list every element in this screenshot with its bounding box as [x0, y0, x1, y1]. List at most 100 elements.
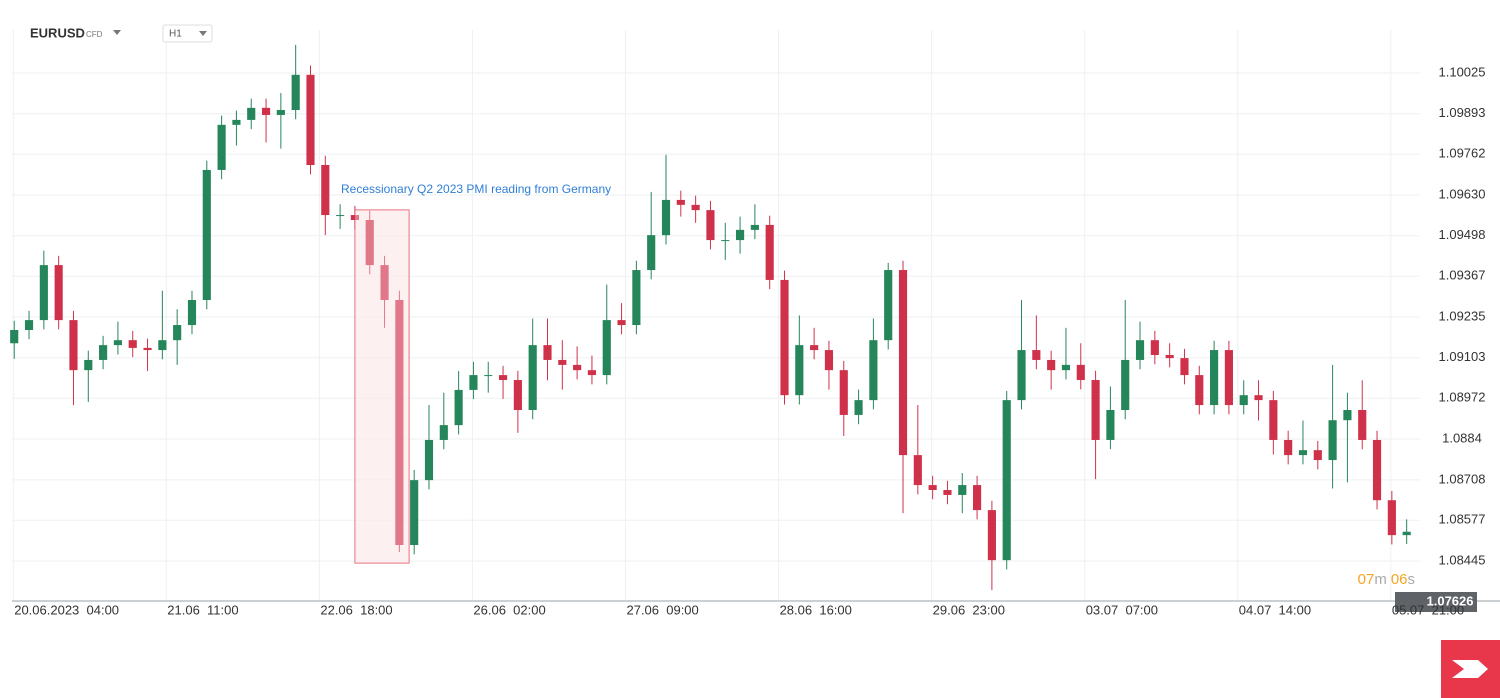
candle-body — [187, 300, 197, 326]
candle-body — [454, 389, 463, 426]
candle-body — [10, 329, 19, 344]
timeframe-select[interactable] — [162, 24, 213, 43]
y-tick-label: 1.08972 — [1439, 390, 1486, 405]
candle-body — [143, 347, 152, 351]
candle-body — [247, 107, 256, 120]
candle-body — [1017, 350, 1026, 401]
candle-body — [469, 375, 478, 390]
y-tick-label: 1.08445 — [1439, 553, 1486, 568]
candle-body — [350, 215, 360, 220]
candle-body — [869, 340, 878, 401]
x-tick-label: 29.06 23:00 — [933, 602, 1005, 617]
candles — [10, 44, 1411, 591]
annotation-overlay — [355, 210, 409, 563]
candle-body — [706, 210, 715, 241]
candle-body — [1269, 400, 1278, 440]
y-tick-label: 1.09235 — [1439, 308, 1486, 323]
candle-body — [824, 350, 834, 371]
logo[interactable] — [1441, 640, 1500, 698]
candle-body — [380, 265, 389, 301]
candle-body — [898, 270, 908, 456]
candle-body — [1047, 359, 1056, 371]
candle-body — [913, 455, 922, 486]
candle-body — [1076, 364, 1085, 381]
last-price-box — [1395, 592, 1477, 612]
candle-body — [587, 370, 597, 376]
candle-body — [973, 485, 982, 511]
x-tick-label: 21.06 11:00 — [167, 602, 238, 617]
last-price: 1.07626 — [1427, 593, 1474, 608]
candle-body — [1313, 450, 1322, 461]
candle-body — [232, 119, 241, 125]
candle-body — [365, 220, 374, 266]
candle-body — [1061, 364, 1071, 371]
candle-body — [1002, 400, 1011, 561]
candle-body — [99, 345, 108, 360]
candle-body — [113, 340, 122, 346]
timer-unit: s — [1408, 571, 1416, 588]
candle-body — [661, 199, 671, 236]
y-tick-label: 1.09762 — [1439, 146, 1486, 161]
y-tick-label: 1.09630 — [1439, 186, 1486, 201]
candle-body — [217, 124, 226, 170]
candle-body — [810, 345, 819, 351]
candle-body — [573, 364, 582, 371]
candle-body — [780, 279, 789, 396]
instrument-type: CFD — [86, 30, 103, 39]
candle-body — [306, 74, 315, 166]
candle-body — [676, 199, 685, 205]
candle-body — [721, 240, 730, 242]
candle-body — [84, 359, 93, 371]
x-tick-label: 22.06 18:00 — [320, 602, 392, 617]
candle-body — [765, 224, 774, 280]
candle-body — [1210, 350, 1219, 406]
candle-body — [928, 485, 937, 491]
candle-body — [1106, 410, 1115, 440]
countdown: 07m 06s — [1358, 571, 1415, 588]
candle-body — [1195, 375, 1204, 406]
x-tick-label: 27.06 09:00 — [626, 602, 698, 617]
candle-body — [602, 320, 611, 376]
candle-body — [632, 270, 641, 326]
x-tick-label: 03.07 07:00 — [1086, 602, 1158, 617]
candle-body — [543, 345, 552, 360]
x-tick-label: 05.07 21:00 — [1392, 602, 1464, 617]
candle-body — [1358, 410, 1367, 440]
y-tick-label: 1.09498 — [1439, 227, 1486, 242]
timer-minutes: 07 — [1358, 571, 1375, 588]
candle-body — [795, 345, 804, 396]
timeframe[interactable]: H1 — [169, 29, 182, 40]
candle-body — [202, 169, 211, 301]
candle-body — [1402, 531, 1411, 536]
timer-unit: m — [1374, 571, 1387, 588]
candle-body — [1343, 410, 1352, 421]
y-tick-label: 1.09367 — [1439, 268, 1486, 283]
candle-body — [884, 270, 893, 341]
candle-body — [1032, 350, 1041, 360]
candle-body — [1135, 340, 1145, 360]
candle-body — [1254, 395, 1263, 401]
logo-mark — [1452, 660, 1488, 678]
candle-body — [513, 380, 522, 410]
symbol[interactable]: EURUSD — [30, 25, 85, 40]
candle-body — [54, 265, 63, 321]
candle-body — [261, 107, 271, 115]
candle-body — [1165, 355, 1174, 359]
candle-body — [691, 204, 700, 211]
candle-body — [336, 215, 345, 217]
candle-body — [617, 320, 626, 326]
candle-body — [173, 325, 182, 341]
candle-body — [1372, 439, 1382, 501]
candle-body — [750, 224, 759, 230]
candle-body — [439, 425, 448, 440]
candle-body — [1284, 439, 1293, 456]
candle-body — [498, 375, 508, 381]
candle-body — [1091, 380, 1100, 440]
candle-body — [854, 400, 863, 415]
candle-body — [410, 480, 419, 546]
symbol-dropdown[interactable] — [113, 30, 121, 35]
candle-body — [1224, 350, 1233, 406]
timeframe-dropdown[interactable] — [199, 31, 207, 36]
candle-body — [158, 340, 167, 351]
